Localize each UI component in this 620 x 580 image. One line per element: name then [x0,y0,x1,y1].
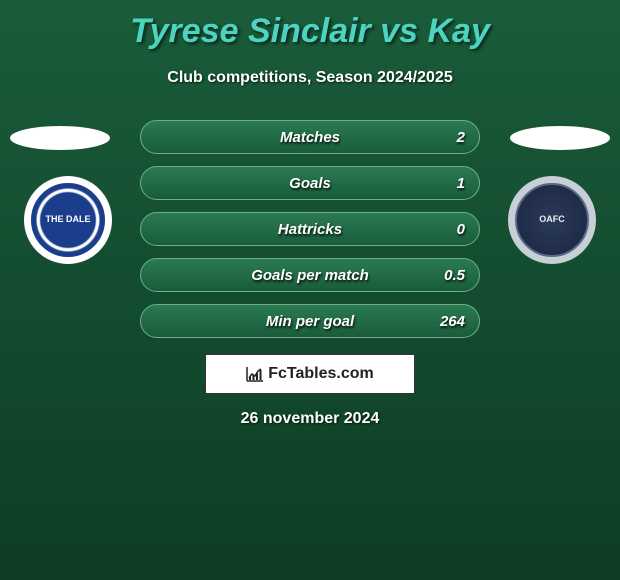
stat-label: Hattricks [278,221,342,238]
stat-label: Matches [280,129,340,146]
stat-value: 2 [457,129,465,146]
date-label: 26 november 2024 [0,410,620,428]
stat-label: Goals [289,175,331,192]
club-badge-right-label: OAFC [515,183,589,257]
stat-value: 1 [457,175,465,192]
stat-value: 0 [457,221,465,238]
stat-label: Goals per match [251,267,369,284]
player-photo-left [10,126,110,150]
club-badge-left: THE DALE [24,176,112,264]
club-badge-left-label: THE DALE [31,183,105,257]
subtitle: Club competitions, Season 2024/2025 [0,69,620,87]
stat-row: Hattricks 0 [140,212,480,246]
stats-table: Matches 2 Goals 1 Hattricks 0 Goals per … [140,120,480,350]
stat-label: Min per goal [266,313,354,330]
stat-row: Matches 2 [140,120,480,154]
page-title: Tyrese Sinclair vs Kay [0,0,620,51]
club-badge-right: OAFC [508,176,596,264]
stat-value: 264 [440,313,465,330]
stat-row: Min per goal 264 [140,304,480,338]
brand-badge: FcTables.com [205,354,415,394]
stat-row: Goals 1 [140,166,480,200]
brand-text: FcTables.com [268,365,374,383]
stat-row: Goals per match 0.5 [140,258,480,292]
chart-line-icon [246,366,264,382]
player-photo-right [510,126,610,150]
stat-value: 0.5 [444,267,465,284]
